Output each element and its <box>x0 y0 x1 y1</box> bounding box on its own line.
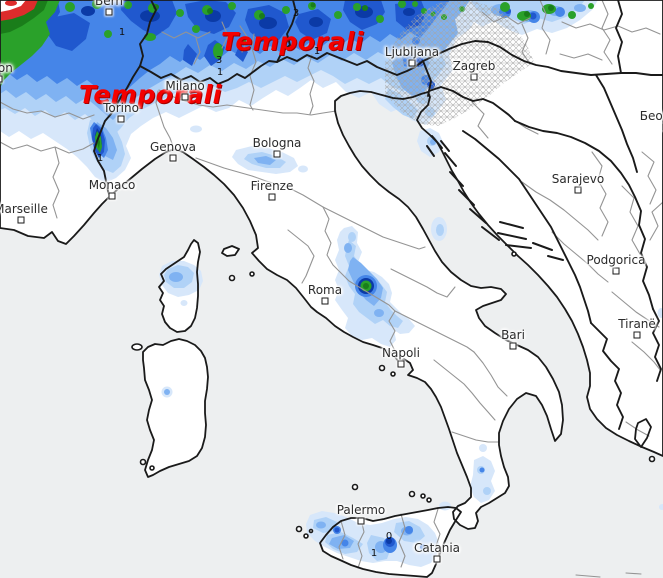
city-marker-icon <box>509 342 517 350</box>
precip-value-label: 1 <box>216 67 224 78</box>
city-marker-icon <box>397 360 405 368</box>
city-label: Firenze <box>250 179 294 193</box>
city-marker-icon <box>433 555 441 563</box>
city-label: Lyon <box>0 61 13 75</box>
city-marker-icon <box>321 297 329 305</box>
city-marker-icon <box>408 59 416 67</box>
city-marker-icon <box>108 192 116 200</box>
city-marker-icon <box>0 75 3 83</box>
city-label: Genova <box>149 140 197 154</box>
city-label: Bari <box>501 328 525 342</box>
storm-annotation: Temporali <box>79 80 222 109</box>
city-label: Sarajevo <box>551 172 605 186</box>
city-label: Bern <box>95 0 123 8</box>
city-label: Zagreb <box>452 59 496 73</box>
city-label: Catania <box>413 541 461 555</box>
precip-extreme-cell <box>0 0 38 21</box>
city-marker-icon <box>181 93 189 101</box>
city-marker-icon <box>357 517 365 525</box>
city-marker-icon <box>169 154 177 162</box>
city-label: Београд <box>639 109 663 123</box>
precip-value-label: 3 <box>292 8 300 19</box>
city-label: Milano <box>165 79 205 93</box>
city-marker-icon <box>117 115 125 123</box>
city-label: Palermo <box>336 503 386 517</box>
precip-value-label: 3 <box>215 55 223 66</box>
city-label: Napoli <box>382 346 420 360</box>
city-marker-icon <box>574 186 582 194</box>
city-marker-icon <box>17 216 25 224</box>
city-marker-icon <box>470 73 478 81</box>
national-borders-black <box>93 0 663 430</box>
precip-value-label: 1 <box>370 548 378 559</box>
precip-value-label: 1 <box>96 153 104 164</box>
city-marker-icon <box>612 267 620 275</box>
city-label: Ljubljana <box>384 45 440 59</box>
city-marker-icon <box>105 8 113 16</box>
city-label: Torino <box>103 101 139 115</box>
precip-value-label: 1 <box>118 27 126 38</box>
city-label: Roma <box>307 283 343 297</box>
city-label: Podgorica <box>586 253 646 267</box>
city-label: Marseille <box>0 202 48 216</box>
precip-value-label: 0 <box>385 531 393 542</box>
city-label: Tiranë <box>618 317 656 331</box>
precip-value-label: 1 <box>313 46 321 57</box>
storm-annotation: Temporali <box>221 27 364 56</box>
city-marker-icon <box>633 331 641 339</box>
city-marker-icon <box>268 193 276 201</box>
croatian-island-chain <box>426 135 564 261</box>
small-islands <box>131 251 656 539</box>
city-marker-icon <box>273 150 281 158</box>
city-label: Bologna <box>252 136 302 150</box>
city-label: Monaco <box>88 178 136 192</box>
